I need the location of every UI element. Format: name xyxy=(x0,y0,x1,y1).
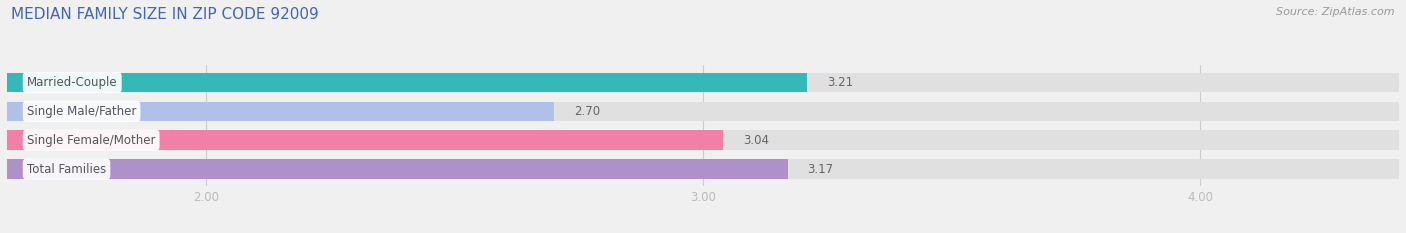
Text: Single Male/Father: Single Male/Father xyxy=(27,105,136,118)
Text: Source: ZipAtlas.com: Source: ZipAtlas.com xyxy=(1277,7,1395,17)
Text: Single Female/Mother: Single Female/Mother xyxy=(27,134,156,147)
Bar xyxy=(7,73,807,92)
Text: 2.70: 2.70 xyxy=(574,105,600,118)
Bar xyxy=(7,102,1399,121)
Bar xyxy=(7,102,554,121)
Bar xyxy=(7,73,1399,92)
Text: 3.04: 3.04 xyxy=(742,134,769,147)
Text: MEDIAN FAMILY SIZE IN ZIP CODE 92009: MEDIAN FAMILY SIZE IN ZIP CODE 92009 xyxy=(11,7,319,22)
Text: 3.21: 3.21 xyxy=(827,76,853,89)
Bar xyxy=(7,159,787,179)
Text: Married-Couple: Married-Couple xyxy=(27,76,118,89)
Bar xyxy=(7,130,723,150)
Bar xyxy=(7,130,1399,150)
Bar xyxy=(7,159,1399,179)
Text: 3.17: 3.17 xyxy=(807,163,834,176)
Text: Total Families: Total Families xyxy=(27,163,107,176)
